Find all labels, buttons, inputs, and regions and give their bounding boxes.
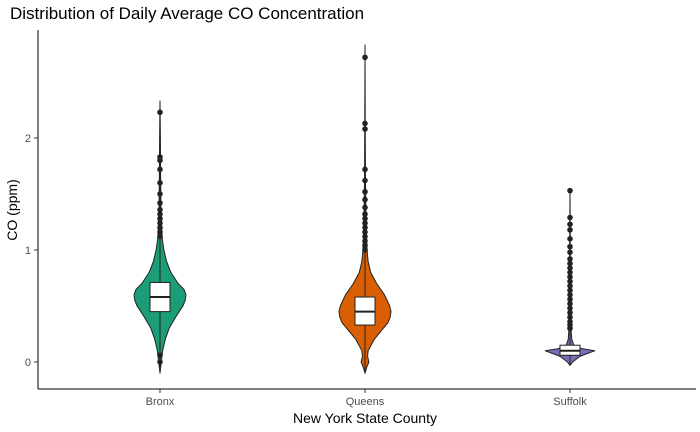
outlier-suffolk-2 [567,318,573,325]
outlier-queens-10 [362,196,368,203]
outlier-suffolk-17 [567,249,573,256]
outlier-suffolk-5 [567,305,573,312]
chart-title: Distribution of Daily Average CO Concent… [10,4,365,23]
axes-layer [37,30,696,390]
outlier-queens-5 [362,224,368,231]
x-tick-label-suffolk: Suffolk [553,396,587,408]
outlier-suffolk-12 [567,274,573,280]
outlier-suffolk-15 [567,260,573,267]
outlier-suffolk-10 [567,283,573,289]
outlier-queens-7 [362,215,368,222]
outlier-bronx-15 [157,109,163,116]
outlier-bronx-1 [157,352,163,359]
outlier-bronx-5 [157,220,163,226]
outlier-bronx-12 [157,166,163,173]
outlier-queens-13 [362,166,368,173]
outlier-suffolk-9 [567,287,573,294]
y-tick-label-2: 2 [25,133,31,145]
outlier-bronx-6 [157,215,163,222]
y-tick-label-0: 0 [25,357,31,369]
outlier-queens-11 [362,188,368,195]
outlier-queens-6 [362,220,368,226]
x-tick-label-queens: Queens [346,396,385,408]
outlier-bronx-10 [157,191,163,197]
outlier-bronx-9 [157,200,163,206]
outlier-suffolk-7 [567,296,573,303]
outlier-queens-15 [362,120,368,127]
outlier-suffolk-4 [567,309,573,316]
outlier-bronx-2 [157,233,163,240]
outlier-queens-2 [362,238,368,244]
outlier-suffolk-22 [567,214,573,221]
violin-group-queens [338,44,392,374]
outlier-suffolk-19 [567,236,573,242]
outlier-suffolk-3 [567,314,573,321]
outlier-bronx-14 [157,154,163,160]
violin-group-bronx [133,100,187,374]
outlier-suffolk-6 [567,300,573,307]
outlier-suffolk-14 [567,265,573,271]
outlier-bronx-0 [157,359,163,365]
violin-group-suffolk [544,187,596,366]
outlier-queens-16 [362,54,368,61]
outlier-suffolk-20 [567,227,573,233]
x-axis-title: New York State County [293,410,437,426]
x-tick-label-bronx: Bronx [146,396,175,408]
outlier-bronx-11 [157,180,163,186]
violins-layer [133,44,596,374]
outlier-bronx-4 [157,224,163,231]
outlier-suffolk-8 [567,292,573,298]
outlier-bronx-8 [157,206,163,213]
y-tick-label-1: 1 [25,245,31,257]
x-ticks-layer: Bronx Queens Suffolk [146,389,587,408]
outlier-suffolk-13 [567,269,573,276]
outlier-bronx-3 [157,229,163,235]
y-ticks-layer: 0 1 2 [25,133,38,369]
outlier-queens-14 [362,126,368,132]
outlier-queens-3 [362,233,368,240]
y-axis-title: CO (ppm) [4,179,20,240]
outlier-queens-0 [362,247,368,253]
outlier-suffolk-23 [567,187,573,194]
outlier-queens-8 [362,211,368,217]
outlier-suffolk-21 [567,221,573,228]
outlier-suffolk-18 [567,243,573,250]
outlier-queens-9 [362,204,368,211]
outlier-suffolk-16 [567,256,573,262]
outlier-queens-4 [362,229,368,235]
outlier-queens-12 [362,177,368,184]
outlier-bronx-7 [157,211,163,217]
outlier-queens-1 [362,242,368,249]
outlier-suffolk-11 [567,278,573,285]
